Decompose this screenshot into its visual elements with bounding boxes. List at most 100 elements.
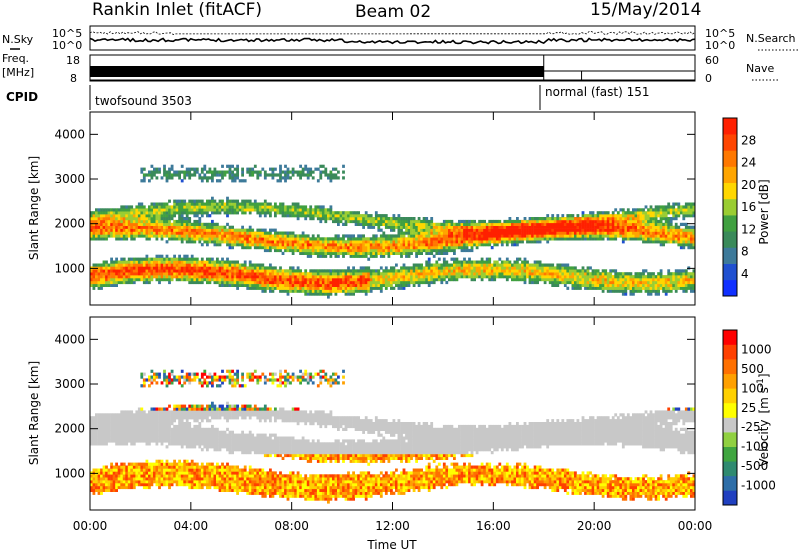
- velocity-heatmap-cells: [90, 369, 696, 504]
- power-cell: [92, 214, 96, 218]
- power-cell: [263, 283, 267, 287]
- power-cell: [324, 286, 328, 290]
- power-cell: [584, 275, 587, 279]
- power-cell: [637, 214, 640, 218]
- power-cell: [367, 219, 371, 224]
- power-cell: [180, 237, 184, 241]
- power-cell: [505, 228, 509, 232]
- power-cell: [291, 170, 295, 174]
- power-cell: [291, 251, 295, 255]
- power-cell: [142, 269, 146, 273]
- power-cell: [140, 225, 144, 229]
- power-cell: [188, 234, 192, 238]
- power-cell: [490, 278, 494, 282]
- power-cell: [354, 243, 358, 247]
- power-cell: [110, 225, 113, 229]
- power-cell: [589, 214, 592, 218]
- power-cell: [352, 272, 355, 276]
- power-cell: [611, 269, 615, 273]
- power-cell: [269, 283, 272, 287]
- power-cell: [155, 222, 159, 226]
- power-cell: [450, 272, 454, 276]
- power-cell: [442, 222, 446, 226]
- power-cell: [415, 237, 418, 241]
- power-cell: [155, 275, 159, 279]
- power-cell: [324, 248, 328, 253]
- power-cell: [329, 243, 333, 247]
- power-cell: [200, 280, 204, 285]
- power-cell: [130, 208, 134, 212]
- power-cell: [117, 214, 121, 218]
- power-cell: [442, 269, 446, 273]
- power-cell: [589, 237, 592, 241]
- power-cell: [569, 280, 572, 285]
- power-cell: [543, 278, 547, 282]
- power-cell: [591, 272, 595, 276]
- power-cell: [591, 219, 595, 224]
- power-cell: [301, 251, 305, 255]
- power-cell: [480, 240, 484, 244]
- power-cell: [543, 217, 547, 221]
- power-cell: [669, 275, 673, 279]
- power-cell: [97, 286, 101, 290]
- power-cell: [523, 225, 527, 229]
- power-cell: [193, 263, 197, 267]
- power-cell: [634, 289, 638, 293]
- power-cell: [475, 275, 479, 279]
- power-cell: [208, 278, 212, 282]
- power-cell: [362, 246, 365, 250]
- power-cell: [223, 272, 227, 276]
- power-cell: [654, 275, 658, 279]
- power-cell: [316, 211, 320, 215]
- power-cell: [281, 269, 285, 273]
- power-cell: [430, 219, 434, 224]
- power-cell: [677, 286, 681, 290]
- power-cell: [195, 167, 199, 171]
- power-cell: [513, 222, 517, 226]
- power-cell: [667, 202, 671, 206]
- power-cell: [208, 228, 212, 232]
- power-cell: [243, 280, 247, 285]
- power-cell: [349, 292, 353, 296]
- power-cell: [170, 231, 174, 235]
- power-cell: [251, 280, 255, 285]
- power-cell: [412, 243, 416, 247]
- power-cell: [266, 234, 270, 238]
- velocity-cell: [95, 422, 98, 426]
- power-cell: [402, 237, 406, 241]
- power-cell: [236, 283, 239, 287]
- power-cell: [218, 243, 222, 247]
- power-cell: [606, 234, 610, 238]
- power-cell: [248, 231, 252, 235]
- power-cell: [561, 214, 565, 218]
- power-cell: [412, 217, 416, 221]
- power-cell: [148, 208, 151, 212]
- power-cell: [400, 225, 403, 229]
- power-cell: [609, 222, 613, 226]
- power-cell: [221, 269, 224, 273]
- velocity-cell: [102, 480, 106, 484]
- power-cell: [276, 240, 280, 244]
- power-cell: [216, 231, 219, 235]
- power-cell: [674, 272, 678, 276]
- power-cell: [211, 234, 214, 238]
- power-cell: [339, 272, 343, 276]
- power-cell: [231, 272, 234, 276]
- power-cell: [493, 219, 497, 224]
- power-cell: [329, 278, 333, 282]
- power-cell: [120, 234, 124, 238]
- power-cell: [609, 283, 613, 287]
- power-cell: [203, 234, 207, 238]
- power-cell: [609, 286, 613, 290]
- power-cell: [412, 225, 416, 229]
- power-cell: [584, 231, 587, 235]
- power-cell: [435, 243, 439, 247]
- power-cell: [415, 280, 418, 285]
- power-cell: [495, 240, 499, 244]
- power-cell: [435, 237, 439, 241]
- power-cell: [379, 246, 383, 250]
- power-cell: [538, 275, 542, 279]
- power-cell: [430, 228, 434, 232]
- power-cell: [604, 275, 608, 279]
- power-cell: [271, 266, 275, 270]
